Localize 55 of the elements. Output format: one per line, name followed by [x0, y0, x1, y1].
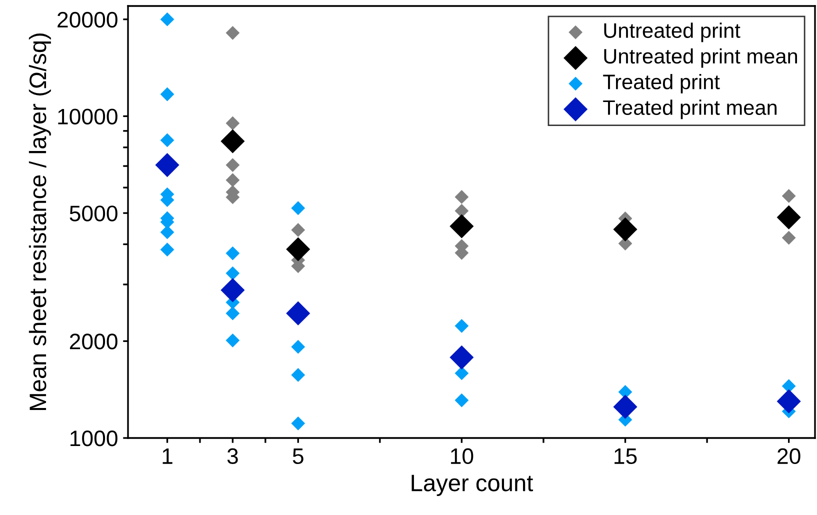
point [226, 173, 240, 188]
point [450, 214, 474, 238]
point [782, 189, 796, 203]
point [226, 306, 240, 320]
point [450, 345, 474, 370]
x-tick-label: 3 [227, 448, 238, 464]
point [160, 242, 174, 257]
point [220, 129, 245, 154]
y-axis-title: Mean sheet resistance / layer (Ω/sq) [28, 34, 51, 410]
point [613, 217, 638, 242]
point [776, 389, 801, 414]
x-tick-label: 5 [292, 448, 304, 464]
y-tick-label: 20000 [58, 12, 118, 28]
point [454, 204, 469, 218]
point [226, 116, 240, 130]
point [454, 393, 469, 408]
x-tick-label: 20 [778, 448, 800, 464]
x-tick-label: 1 [162, 448, 172, 464]
point [226, 246, 240, 260]
point [226, 333, 240, 348]
legend-label: Treated print [603, 74, 720, 94]
point [454, 318, 469, 333]
point [226, 266, 240, 280]
point [220, 278, 245, 302]
x-axis-title: Layer count [412, 474, 534, 496]
point [618, 385, 632, 399]
point [160, 133, 174, 148]
point [286, 237, 310, 262]
y-tick-label: 10000 [58, 108, 118, 124]
point [776, 205, 801, 230]
legend-label: Untreated print [604, 22, 740, 42]
point [226, 26, 240, 40]
y-tick-label: 2000 [70, 334, 118, 350]
y-tick-label: 5000 [70, 206, 118, 222]
point [291, 201, 306, 216]
point [226, 158, 240, 172]
point [782, 379, 796, 394]
point [291, 223, 306, 237]
point [291, 368, 306, 382]
point [454, 190, 469, 204]
point [291, 416, 306, 430]
point [160, 87, 174, 102]
legend-label: Treated print mean [603, 100, 777, 120]
x-tick-label: 10 [451, 448, 474, 464]
point [782, 230, 796, 245]
x-tick-label: 15 [614, 448, 637, 464]
point [291, 340, 306, 354]
point [155, 153, 180, 178]
point [613, 394, 638, 419]
point [160, 225, 174, 240]
point [454, 366, 469, 380]
point [160, 12, 174, 26]
y-tick-label: 1000 [70, 430, 118, 446]
point [286, 301, 310, 326]
legend-label: Untreated print mean [604, 48, 797, 68]
